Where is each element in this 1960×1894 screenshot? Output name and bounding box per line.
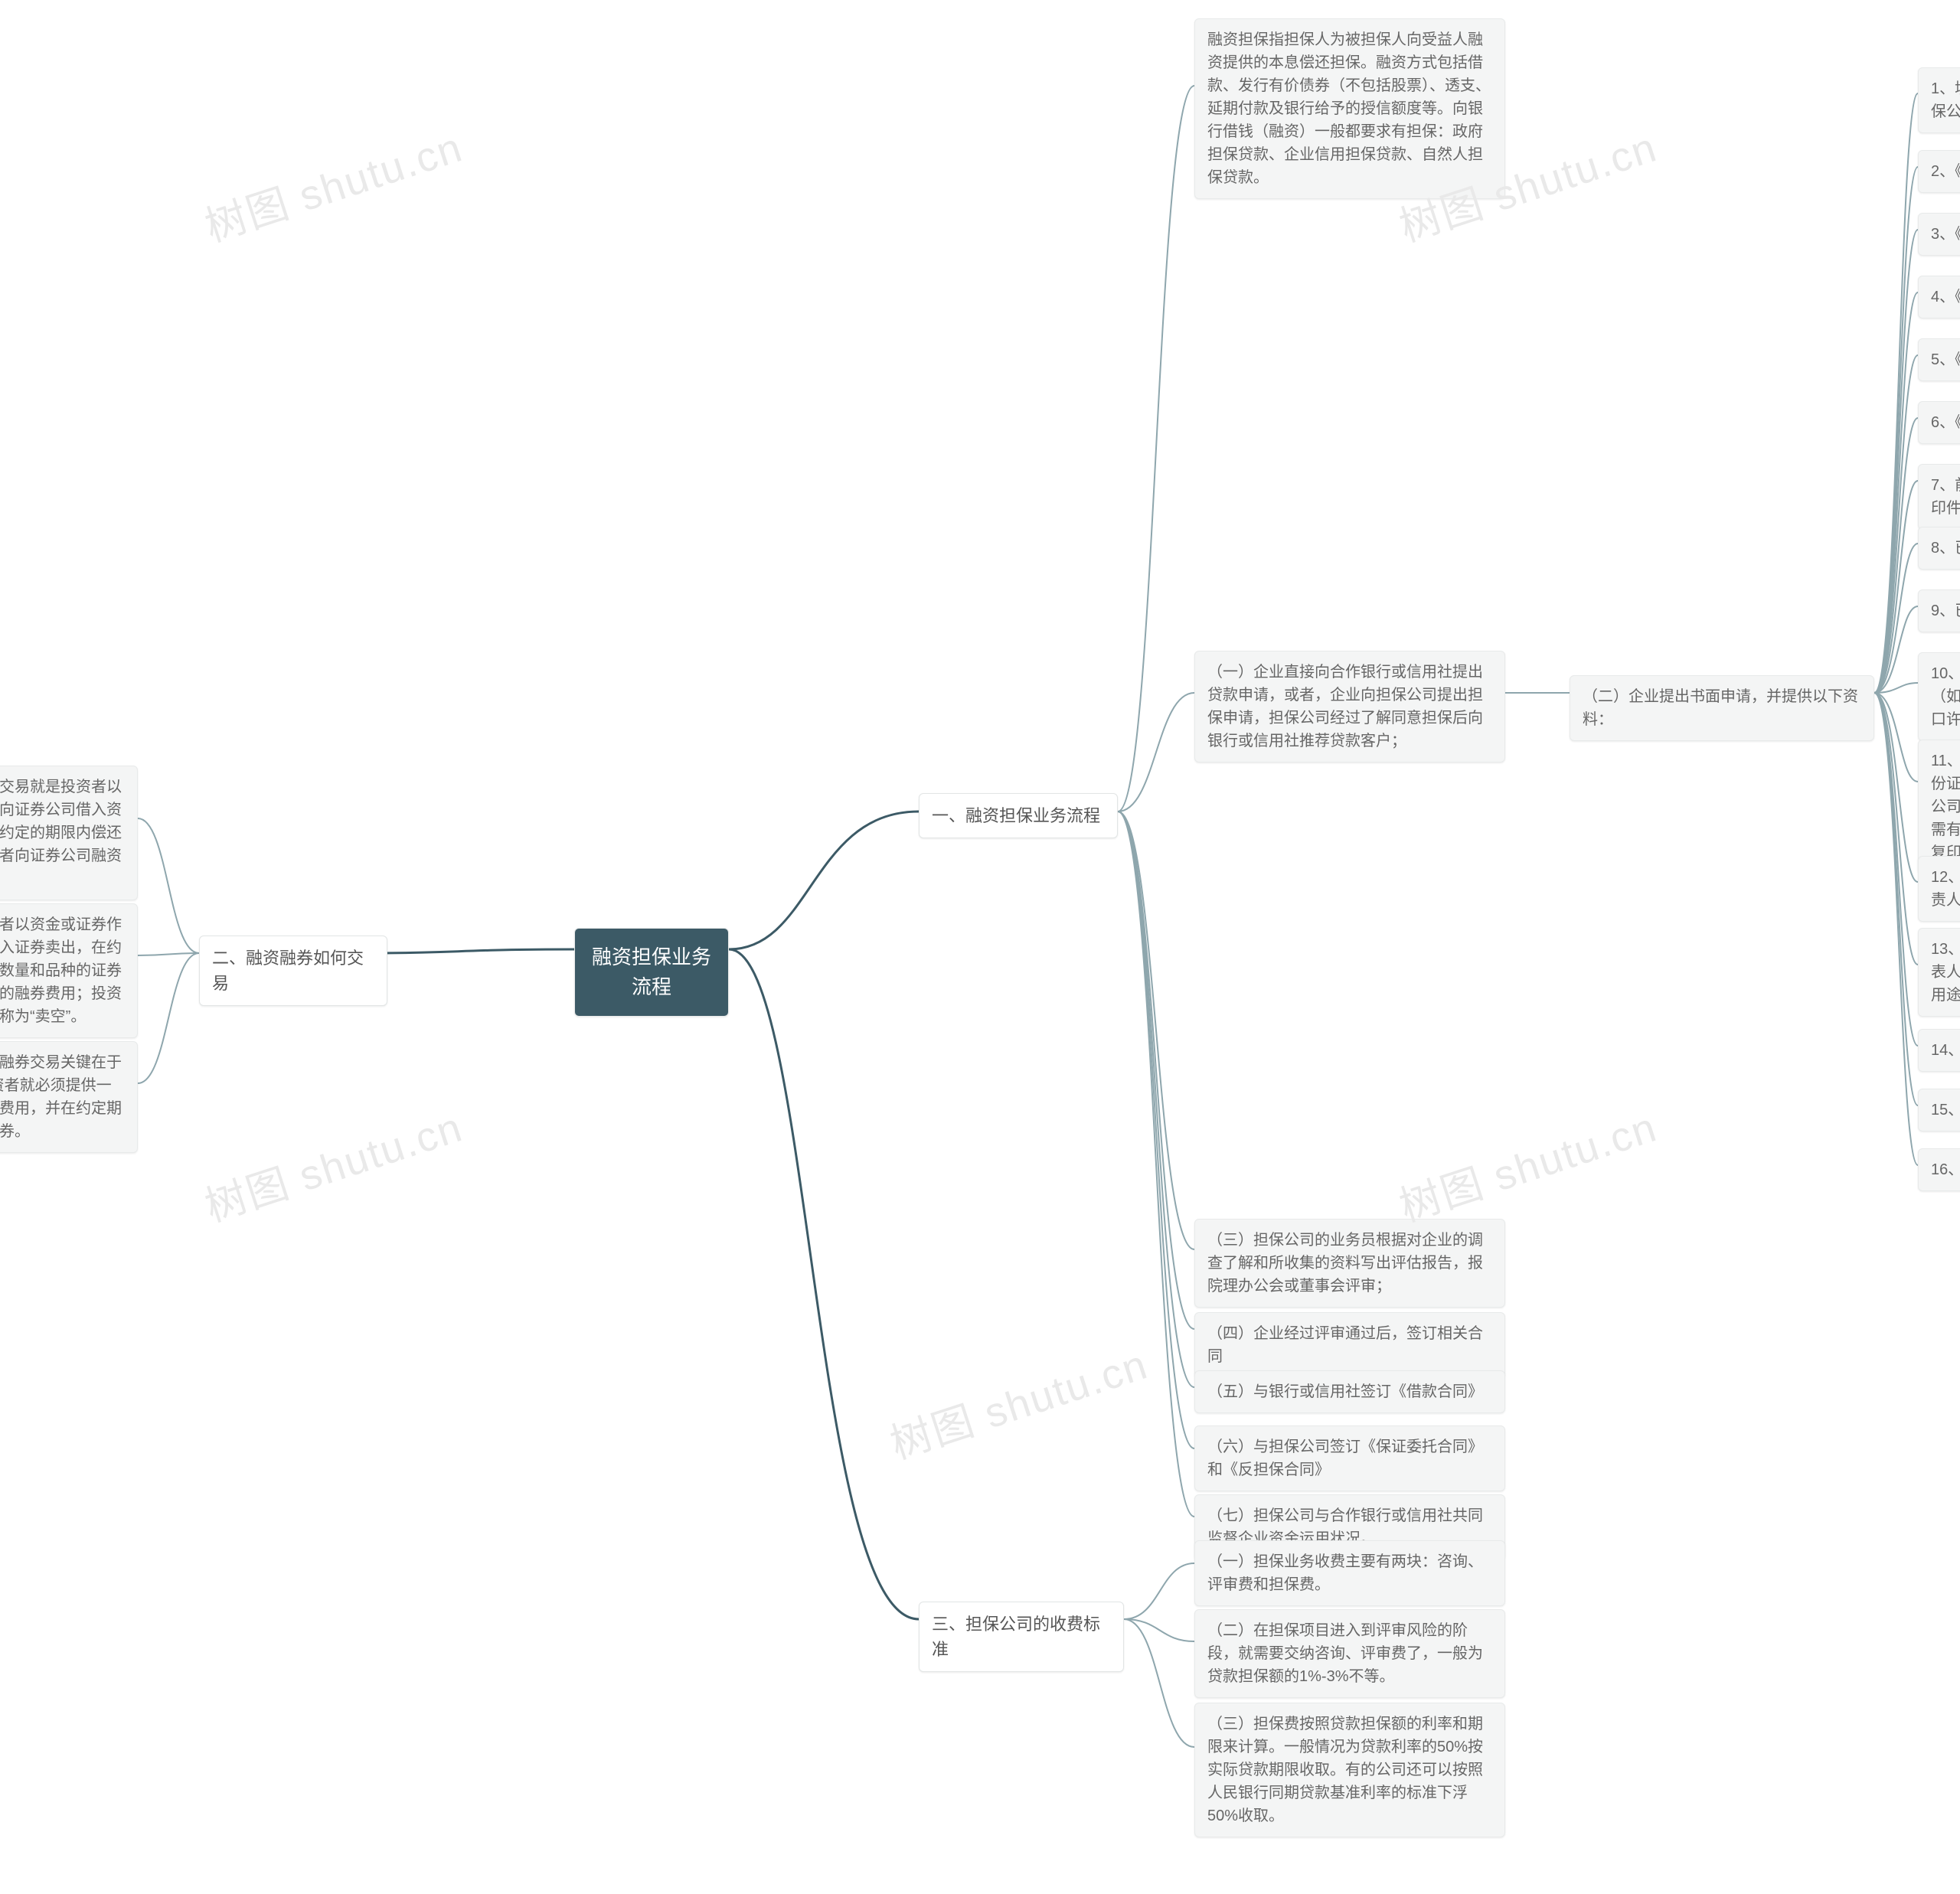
b1-step-2-label: （二）企业提出书面申请，并提供以下资料： (1570, 675, 1874, 741)
watermark: 树图 shutu.cn (881, 1331, 1154, 1471)
b3-item-1: （一）担保业务收费主要有两块：咨询、评审费和担保费。 (1194, 1540, 1505, 1606)
watermark: 树图 shutu.cn (196, 1093, 469, 1233)
branch-2: 二、融资融券如何交易 (199, 936, 387, 1006)
doc-item-14: 14、反担保措施的有关材料 (1918, 1029, 1960, 1072)
root-node: 融资担保业务流程 (574, 928, 729, 1017)
b2-item-1: （一）通俗的说，融资交易就是投资者以资金或证券作为质押，向证券公司借入资金用于证… (0, 766, 138, 900)
doc-item-5: 5、《税务登记证》复印件 (1918, 338, 1960, 381)
b1-step-5: （五）与银行或信用社签订《借款合同》 (1194, 1370, 1505, 1413)
doc-item-3: 3、《企业法人代码证》复印件 (1918, 213, 1960, 256)
doc-item-15: 15、企业本年度银行对帐单复印件 (1918, 1089, 1960, 1132)
b2-item-3: （三）总体来说，融资融券交易关键在于一个“融”字，有“融”投资者就必须提供一定的… (0, 1041, 138, 1153)
doc-item-2: 2、《营业执照》复印件 (1918, 150, 1960, 193)
doc-item-1: 1、填写完善的《企业申请担保书》（担保公司提供格式） (1918, 67, 1960, 133)
doc-item-12: 12、企业法定代表人、总经理、财务负责人个人简历 (1918, 856, 1960, 922)
doc-item-11: 11、《法定代表人证明书》，法定代表人身份证复印件；财务主管身份证复印件；如公司… (1918, 740, 1960, 874)
b3-item-3: （三）担保费按照贷款担保额的利率和期限来计算。一般情况为贷款利率的50%按实际贷… (1194, 1703, 1505, 1837)
doc-item-13: 13、商业计划书（内容：企业及法定代表人简介、今后两年发展规划、本次借款用途和还… (1918, 928, 1960, 1017)
b1-step-6: （六）与担保公司签订《保证委托合同》和《反担保合同》 (1194, 1425, 1505, 1491)
branch-3: 三、担保公司的收费标准 (919, 1602, 1124, 1672)
b1-intro: 融资担保指担保人为被担保人向受益人融资提供的本息偿还担保。融资方式包括借款、发行… (1194, 18, 1505, 199)
doc-item-6: 6、《贷款证》及《贷款卡》复印件 (1918, 401, 1960, 444)
b1-step-4: （四）企业经过评审通过后，签订相关合同 (1194, 1312, 1505, 1378)
b3-item-2: （二）在担保项目进入到评审风险的阶段，就需要交纳咨询、评审费了，一般为贷款担保额… (1194, 1609, 1505, 1698)
watermark: 树图 shutu.cn (196, 113, 469, 253)
watermark: 树图 shutu.cn (1390, 1093, 1663, 1233)
b2-item-2: （二）融券交易是投资者以资金或证券作为质押，向证券公司借入证券卖出，在约定的期限… (0, 903, 138, 1038)
doc-item-10: 10、企业或项目的其他重要证明材料（如：买卖合同、生产经营许可证、进出口许可证等… (1918, 652, 1960, 741)
b1-step-3: （三）担保公司的业务员根据对企业的调查了解和所收集的资料写出评估报告，报院理办公… (1194, 1219, 1505, 1308)
b1-step-1: （一）企业直接向合作银行或信用社提出贷款申请，或者，企业向担保公司提出担保申请，… (1194, 651, 1505, 762)
doc-item-7: 7、前三年度审计报告及上月财务报表复印件 (1918, 464, 1960, 530)
doc-item-16: 16、担保公司要求提供的其他材料 (1918, 1148, 1960, 1191)
doc-item-8: 8、已有的《资信等级证书》复印件 (1918, 527, 1960, 570)
branch-1: 一、融资担保业务流程 (919, 793, 1118, 838)
doc-item-9: 9、已有的《资产评估报告》复印件 (1918, 589, 1960, 632)
doc-item-4: 4、《验资报告书》复印件 (1918, 276, 1960, 318)
